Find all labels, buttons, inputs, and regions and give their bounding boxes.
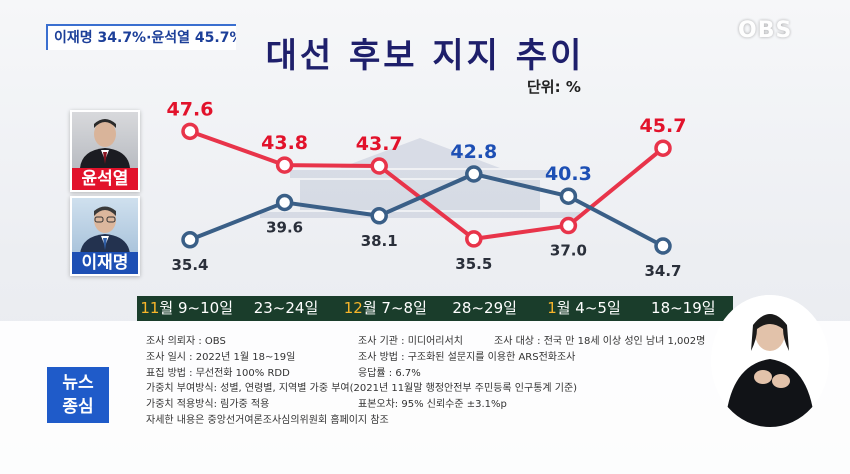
headline-caption: 이재명 34.7%·윤석열 45.7% xyxy=(46,24,236,50)
data-label: 34.7 xyxy=(644,262,681,280)
series-line xyxy=(189,172,664,248)
data-label: 39.6 xyxy=(266,218,303,236)
data-label: 43.8 xyxy=(261,132,308,154)
data-label: 35.5 xyxy=(455,255,492,273)
info-detail: 자세한 내용은 중앙선거여론조사심의위원회 홈페이지 참조 xyxy=(146,415,389,426)
data-point xyxy=(181,122,199,141)
data-label: 38.1 xyxy=(361,232,398,250)
info-weighting: 가중치 부여방식: 성별, 연령별, 지역별 가중 부여(2021년 11월말 … xyxy=(146,383,578,394)
info-date: 조사 일시 : 2022년 1월 18~19일 xyxy=(146,352,296,363)
data-label: 42.8 xyxy=(450,141,497,163)
plot-area: 47.6 43.8 43.7 35.5 37.0 45.7 35.4 39.6 38.1 42.8… xyxy=(167,98,687,280)
candidate-name: 이재명 xyxy=(72,252,138,274)
badge-line: 종심 xyxy=(62,397,94,417)
info-response: 응답률 : 6.7% xyxy=(358,368,421,379)
x-tick-label: 12월 7~8일 xyxy=(343,299,427,317)
candidate-card-lee: 이재명 xyxy=(70,196,140,276)
data-point xyxy=(465,165,483,183)
news-program-badge: 뉴스 종심 xyxy=(47,367,109,423)
data-point xyxy=(370,157,388,175)
data-point xyxy=(654,237,672,255)
candidate-card-yoon: 윤석열 xyxy=(70,110,140,192)
data-label: 45.7 xyxy=(640,115,687,137)
data-label: 47.6 xyxy=(167,98,214,120)
info-error: 표본오차: 95% 신뢰수준 ±3.1%p xyxy=(358,399,507,410)
data-point xyxy=(654,139,672,157)
data-point xyxy=(275,156,294,174)
chart-title: 대선 후보 지지 추이 xyxy=(265,36,585,76)
x-tick-label: 11월 9~10일 xyxy=(140,299,233,317)
x-tick-label: 18~19일 xyxy=(651,299,716,317)
x-tick-label: 28~29일 xyxy=(452,299,517,317)
data-point xyxy=(559,216,578,235)
series-lee: 35.4 39.6 38.1 42.8 40.3 34.7 xyxy=(171,141,681,280)
data-label: 43.7 xyxy=(356,133,403,155)
survey-info-panel: 조사 의뢰자 : OBS 조사 기관 : 미디어리서치 조사 대상 : 전국 만… xyxy=(0,321,850,474)
info-method: 조사 방법 : 구조화된 설문지를 이용한 ARS전화조사 xyxy=(358,352,576,363)
info-org: 조사 기관 : 미디어리서치 xyxy=(358,336,463,347)
info-weight-method: 가중치 적용방식: 림가중 적용 xyxy=(146,399,270,410)
info-requester: 조사 의뢰자 : OBS xyxy=(146,336,226,347)
info-sampling: 표집 방법 : 무선전화 100% RDD xyxy=(146,368,290,379)
data-point xyxy=(370,207,388,225)
badge-line: 뉴스 xyxy=(62,373,94,393)
data-point xyxy=(465,230,483,248)
data-label: 40.3 xyxy=(545,163,592,185)
info-target: 조사 대상 : 전국 만 18세 이상 성인 남녀 1,002명 xyxy=(494,336,706,347)
x-axis-date-bar: 11월 9~10일 23~24일 12월 7~8일 28~29일 1월 4~5일… xyxy=(137,296,733,321)
unit-label: 단위: % xyxy=(527,78,581,96)
candidate-name: 윤석열 xyxy=(72,168,138,190)
data-label: 35.4 xyxy=(171,256,208,274)
data-label: 37.0 xyxy=(550,242,587,260)
candidate-photo xyxy=(72,198,138,254)
series-yoon: 47.6 43.8 43.7 35.5 37.0 45.7 xyxy=(167,98,687,273)
candidate-photo xyxy=(72,112,138,168)
obs-logo: OBS xyxy=(738,18,793,43)
x-tick-label: 23~24일 xyxy=(253,299,319,317)
x-tick-label: 1월 4~5일 xyxy=(547,299,621,317)
data-point xyxy=(275,193,294,212)
data-point xyxy=(559,187,578,205)
data-point xyxy=(181,231,199,249)
series-line xyxy=(189,129,665,241)
sign-language-interpreter xyxy=(711,295,829,427)
